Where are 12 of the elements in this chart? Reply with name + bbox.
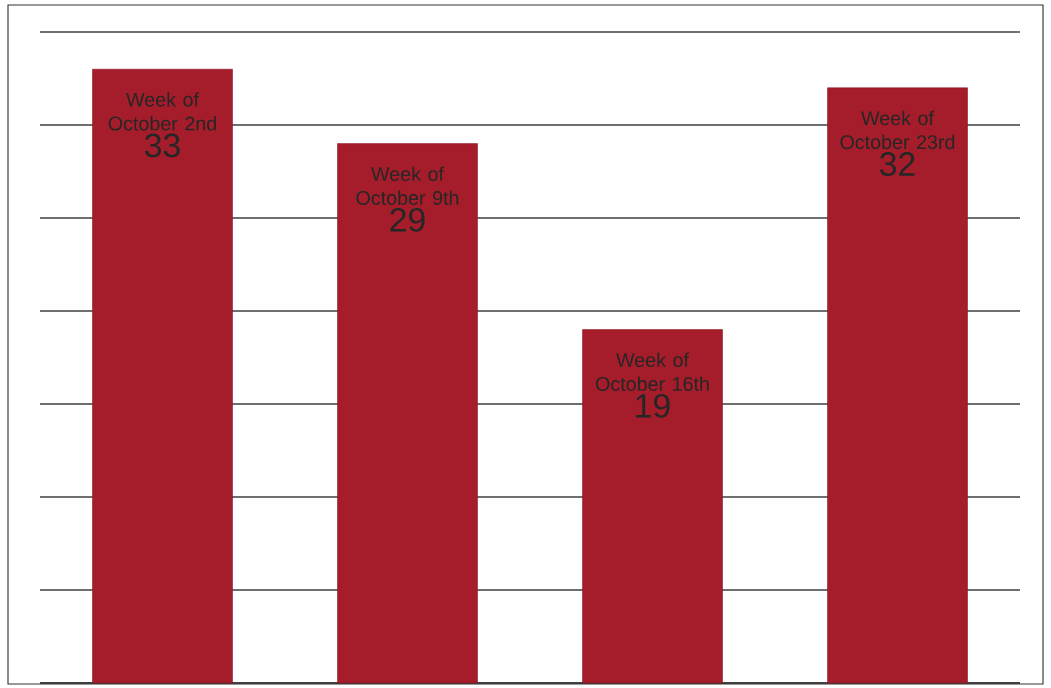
data-label: 32 bbox=[880, 152, 915, 177]
data-label: 29 bbox=[390, 208, 425, 232]
data-label: 19 bbox=[636, 394, 670, 418]
x-tick-label: Week of October 2nd bbox=[108, 92, 216, 131]
bar bbox=[827, 87, 968, 684]
x-tick-label: Week of October 16th bbox=[595, 352, 709, 392]
x-tick-label: Week of October 9th bbox=[356, 166, 459, 206]
bar bbox=[337, 143, 478, 684]
data-label: 33 bbox=[145, 133, 180, 158]
x-tick-label: Week of October 23rd bbox=[840, 110, 955, 150]
bar bbox=[92, 69, 233, 684]
bar bbox=[582, 329, 723, 684]
